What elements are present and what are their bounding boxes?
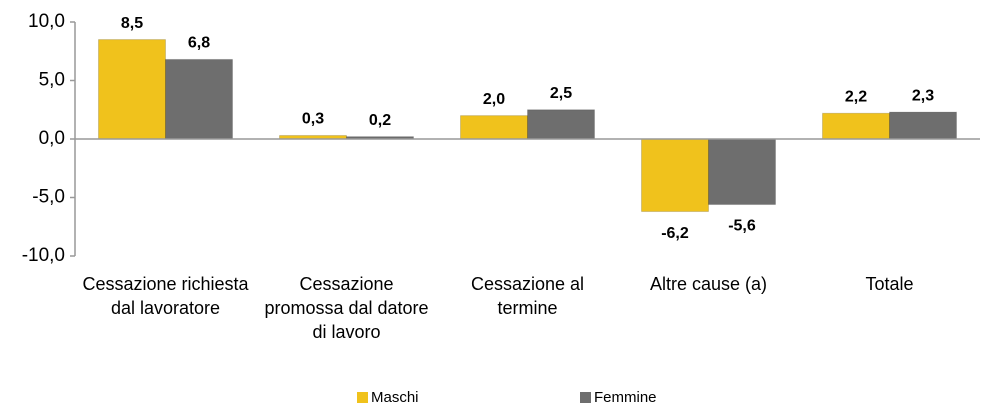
bar (889, 111, 957, 140)
bar (708, 138, 776, 206)
value-label: 2,5 (550, 85, 572, 102)
value-label: 8,5 (121, 15, 143, 32)
legend-label: Maschi (371, 389, 419, 406)
y-tick-label: -5,0 (32, 187, 65, 208)
value-label: 6,8 (188, 35, 210, 52)
x-tick-label: Altre cause (a) (649, 274, 768, 294)
bar (165, 58, 233, 140)
legend-swatch (357, 392, 368, 403)
x-tick-label: Totale (865, 274, 914, 294)
bar (527, 109, 595, 140)
value-label: -5,6 (728, 218, 756, 235)
bar (98, 39, 166, 140)
x-tick-label: Cessazione al termine (470, 274, 585, 318)
value-label: 2,3 (912, 87, 934, 104)
value-label: 0,2 (369, 112, 391, 129)
value-label: 2,2 (845, 88, 867, 105)
value-label: 0,3 (302, 111, 324, 128)
y-tick-label: 5,0 (39, 70, 65, 91)
x-tick-label: Cessazione richiesta dal lavoratore (82, 274, 249, 318)
legend-swatch (580, 392, 591, 403)
value-label: -6,2 (661, 225, 689, 242)
value-label: 2,0 (483, 91, 505, 108)
bar (822, 112, 890, 140)
y-tick-label: -10,0 (22, 245, 65, 266)
y-tick-label: 10,0 (28, 11, 65, 32)
bar (641, 138, 709, 213)
y-tick-label: 0,0 (39, 128, 65, 149)
bar (460, 115, 528, 140)
legend-label: Femmine (594, 389, 657, 406)
x-tick-label: Cessazione promossa dal datore di lavoro (264, 274, 429, 342)
